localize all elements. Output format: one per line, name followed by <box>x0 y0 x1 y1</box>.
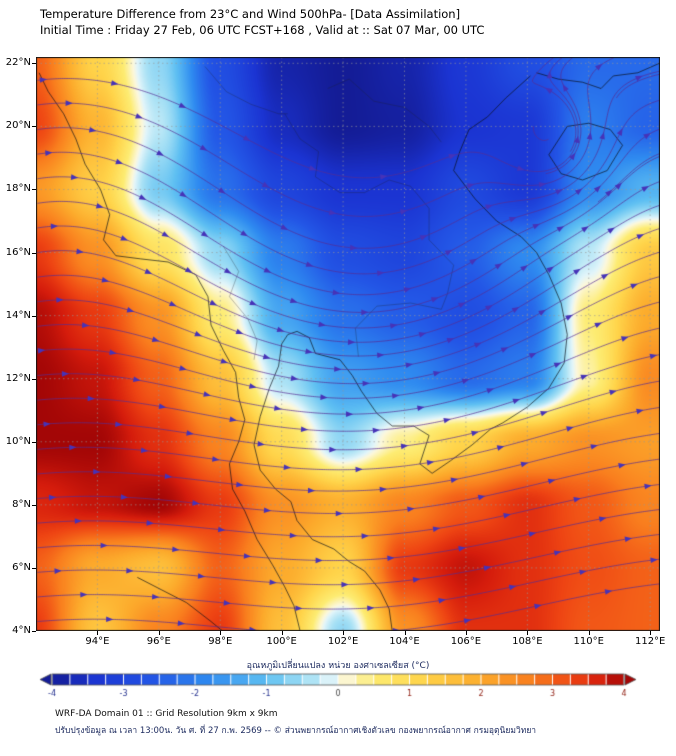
y-tick-label: 22°N <box>5 57 31 69</box>
y-tick-mark <box>32 504 36 506</box>
x-tick-mark <box>97 631 99 635</box>
x-tick-mark <box>650 631 652 635</box>
x-tick-mark <box>343 631 345 635</box>
y-tick-mark <box>32 441 36 443</box>
x-tick-label: 102°E <box>327 636 359 647</box>
x-tick-label: 98°E <box>208 636 233 647</box>
chart-title: Temperature Difference from 23°C and Win… <box>40 7 461 21</box>
x-tick-label: 106°E <box>450 636 482 647</box>
footer-domain-info: WRF-DA Domain 01 :: Grid Resolution 9km … <box>55 709 278 719</box>
y-tick-label: 4°N <box>12 625 31 636</box>
y-tick-mark <box>32 126 36 128</box>
x-tick-mark <box>281 631 283 635</box>
x-tick-mark <box>404 631 406 635</box>
x-tick-label: 100°E <box>266 636 297 647</box>
y-tick-label: 18°N <box>5 183 31 195</box>
footer-update-info: ปรับปรุงข้อมูล ณ เวลา 13:00น. วัน ศ. ที่… <box>55 726 537 736</box>
y-tick-label: 14°N <box>5 309 31 321</box>
y-tick-mark <box>32 378 36 380</box>
y-tick-label: 10°N <box>5 435 31 447</box>
x-tick-label: 108°E <box>512 636 543 647</box>
colorbar <box>38 672 638 704</box>
x-tick-label: 96°E <box>146 636 171 647</box>
y-tick-label: 8°N <box>12 498 31 510</box>
y-tick-label: 16°N <box>5 246 31 258</box>
x-tick-label: 94°E <box>85 636 110 647</box>
x-tick-mark <box>588 631 590 635</box>
y-tick-mark <box>32 567 36 569</box>
y-tick-label: 20°N <box>5 120 31 132</box>
y-tick-mark <box>32 189 36 191</box>
x-tick-mark <box>158 631 160 635</box>
y-tick-mark <box>32 631 36 632</box>
temperature-wind-map-canvas <box>36 57 660 631</box>
colorbar-label: อุณหภูมิเปลี่ยนแปลง หน่วย องศาเซลเซียส (… <box>246 661 430 671</box>
x-tick-mark <box>465 631 467 635</box>
chart-subtitle: Initial Time : Friday 27 Feb, 06 UTC FCS… <box>40 23 485 37</box>
y-tick-mark <box>32 252 36 254</box>
y-tick-label: 6°N <box>12 561 31 573</box>
y-tick-mark <box>32 315 36 317</box>
x-tick-label: 112°E <box>634 636 666 647</box>
y-tick-label: 12°N <box>5 372 31 384</box>
x-tick-mark <box>220 631 222 635</box>
y-tick-mark <box>32 63 36 65</box>
x-tick-label: 110°E <box>573 636 604 647</box>
x-tick-label: 104°E <box>389 636 420 647</box>
x-tick-mark <box>527 631 529 635</box>
